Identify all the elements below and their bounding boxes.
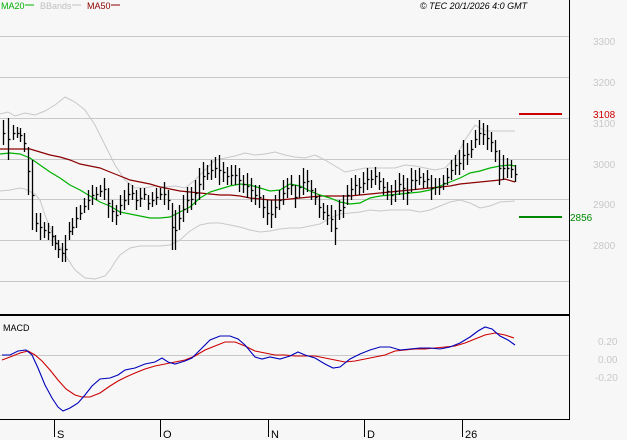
ma50-line — [0, 148, 516, 201]
x-tick-label: 26 — [465, 429, 477, 440]
x-tick-label: O — [163, 429, 172, 440]
y-tick: 2800 — [593, 241, 616, 252]
legend-ma20-label: MA20 — [1, 1, 25, 11]
macd-y-axis: 0.20 0.00 -0.20 — [595, 337, 618, 384]
y-tick: 3100 — [593, 119, 616, 130]
bbands-lower-line — [0, 187, 516, 280]
legend: MA20 BBands MA50 — [1, 1, 120, 11]
macd-main-line — [2, 326, 516, 412]
legend-bbands-label: BBands — [40, 1, 72, 11]
resistance-label: 3108 — [593, 110, 616, 121]
price-grid — [0, 36, 569, 282]
x-axis-ticks — [54, 420, 463, 437]
price-y-axis: 3300 3200 3100 3000 2900 2800 — [593, 37, 616, 252]
y-tick: 2900 — [593, 200, 616, 211]
ohlc-bars — [2, 118, 518, 262]
support-label: 2856 — [570, 213, 593, 224]
x-tick-label: N — [271, 429, 279, 440]
macd-y-tick: -0.20 — [595, 373, 618, 384]
copyright-text: © TEC 20/1/2026 4:0 GMT — [420, 1, 529, 11]
x-axis-labels: S O N D 26 — [57, 429, 477, 440]
y-tick: 3300 — [593, 37, 616, 48]
x-tick-label: S — [57, 429, 64, 440]
macd-title: MACD — [3, 323, 30, 333]
macd-y-tick: 0.00 — [598, 355, 618, 366]
y-tick: 3200 — [593, 78, 616, 89]
y-tick: 3000 — [593, 160, 616, 171]
bbands-upper-line — [0, 96, 515, 189]
x-tick-label: D — [367, 429, 375, 440]
legend-ma50-label: MA50 — [87, 1, 111, 11]
macd-signal-line — [1, 332, 515, 398]
macd-y-tick: 0.20 — [598, 337, 618, 348]
